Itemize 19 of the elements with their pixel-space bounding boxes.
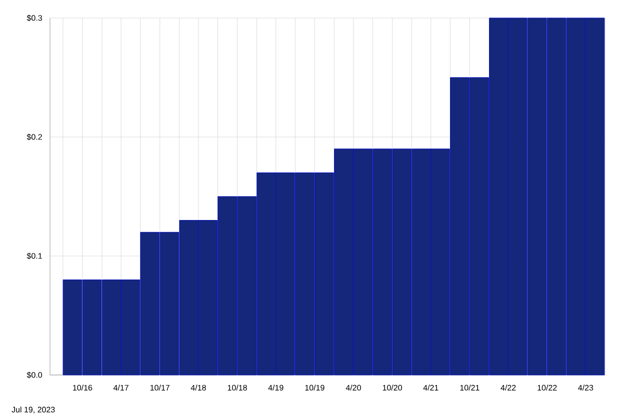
x-tick-label: 10/21 xyxy=(460,384,480,391)
y-tick-label: $0.0 xyxy=(26,372,42,378)
x-tick-label: 10/19 xyxy=(305,384,324,391)
x-tick-label: 10/18 xyxy=(228,384,247,391)
x-tick-label: 4/23 xyxy=(578,384,594,391)
x-tick-label: 10/22 xyxy=(538,384,557,391)
y-tick-label: $0.3 xyxy=(26,14,42,22)
x-tick-label: 4/20 xyxy=(346,384,361,391)
x-tick-label: 4/18 xyxy=(190,384,206,391)
x-tick-label: 4/19 xyxy=(268,384,284,391)
x-tick-label: 4/17 xyxy=(113,384,128,391)
x-tick-label: 10/17 xyxy=(150,384,170,391)
x-tick-label: 4/22 xyxy=(500,384,516,391)
text: Jul 19, 2023 xyxy=(12,406,55,414)
y-tick-label: $0.1 xyxy=(26,252,42,260)
x-tick-label: 4/21 xyxy=(423,384,438,391)
x-tick-label: 10/20 xyxy=(382,384,402,391)
y-tick-label: $0.2 xyxy=(26,134,42,140)
x-tick-label: 10/16 xyxy=(73,384,92,391)
